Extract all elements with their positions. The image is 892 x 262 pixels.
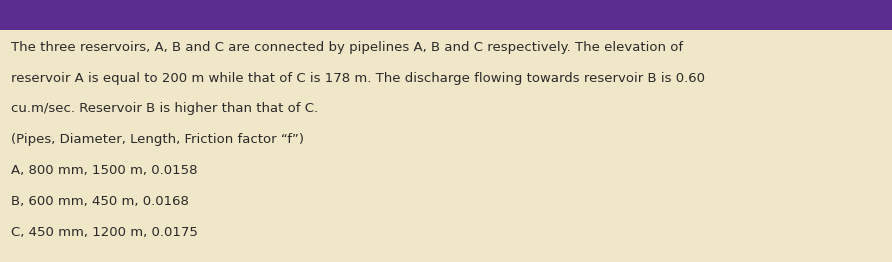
Text: C, 450 mm, 1200 m, 0.0175: C, 450 mm, 1200 m, 0.0175	[11, 226, 198, 239]
Text: (Pipes, Diameter, Length, Friction factor “f”): (Pipes, Diameter, Length, Friction facto…	[11, 133, 303, 146]
Text: cu.m/sec. Reservoir B is higher than that of C.: cu.m/sec. Reservoir B is higher than tha…	[11, 102, 318, 116]
Text: reservoir A is equal to 200 m while that of C is 178 m. The discharge flowing to: reservoir A is equal to 200 m while that…	[11, 72, 705, 85]
Text: A, 800 mm, 1500 m, 0.0158: A, 800 mm, 1500 m, 0.0158	[11, 164, 197, 177]
Text: B, 600 mm, 450 m, 0.0168: B, 600 mm, 450 m, 0.0168	[11, 195, 188, 208]
Text: The three reservoirs, A, B and C are connected by pipelines A, B and C respectiv: The three reservoirs, A, B and C are con…	[11, 41, 683, 54]
